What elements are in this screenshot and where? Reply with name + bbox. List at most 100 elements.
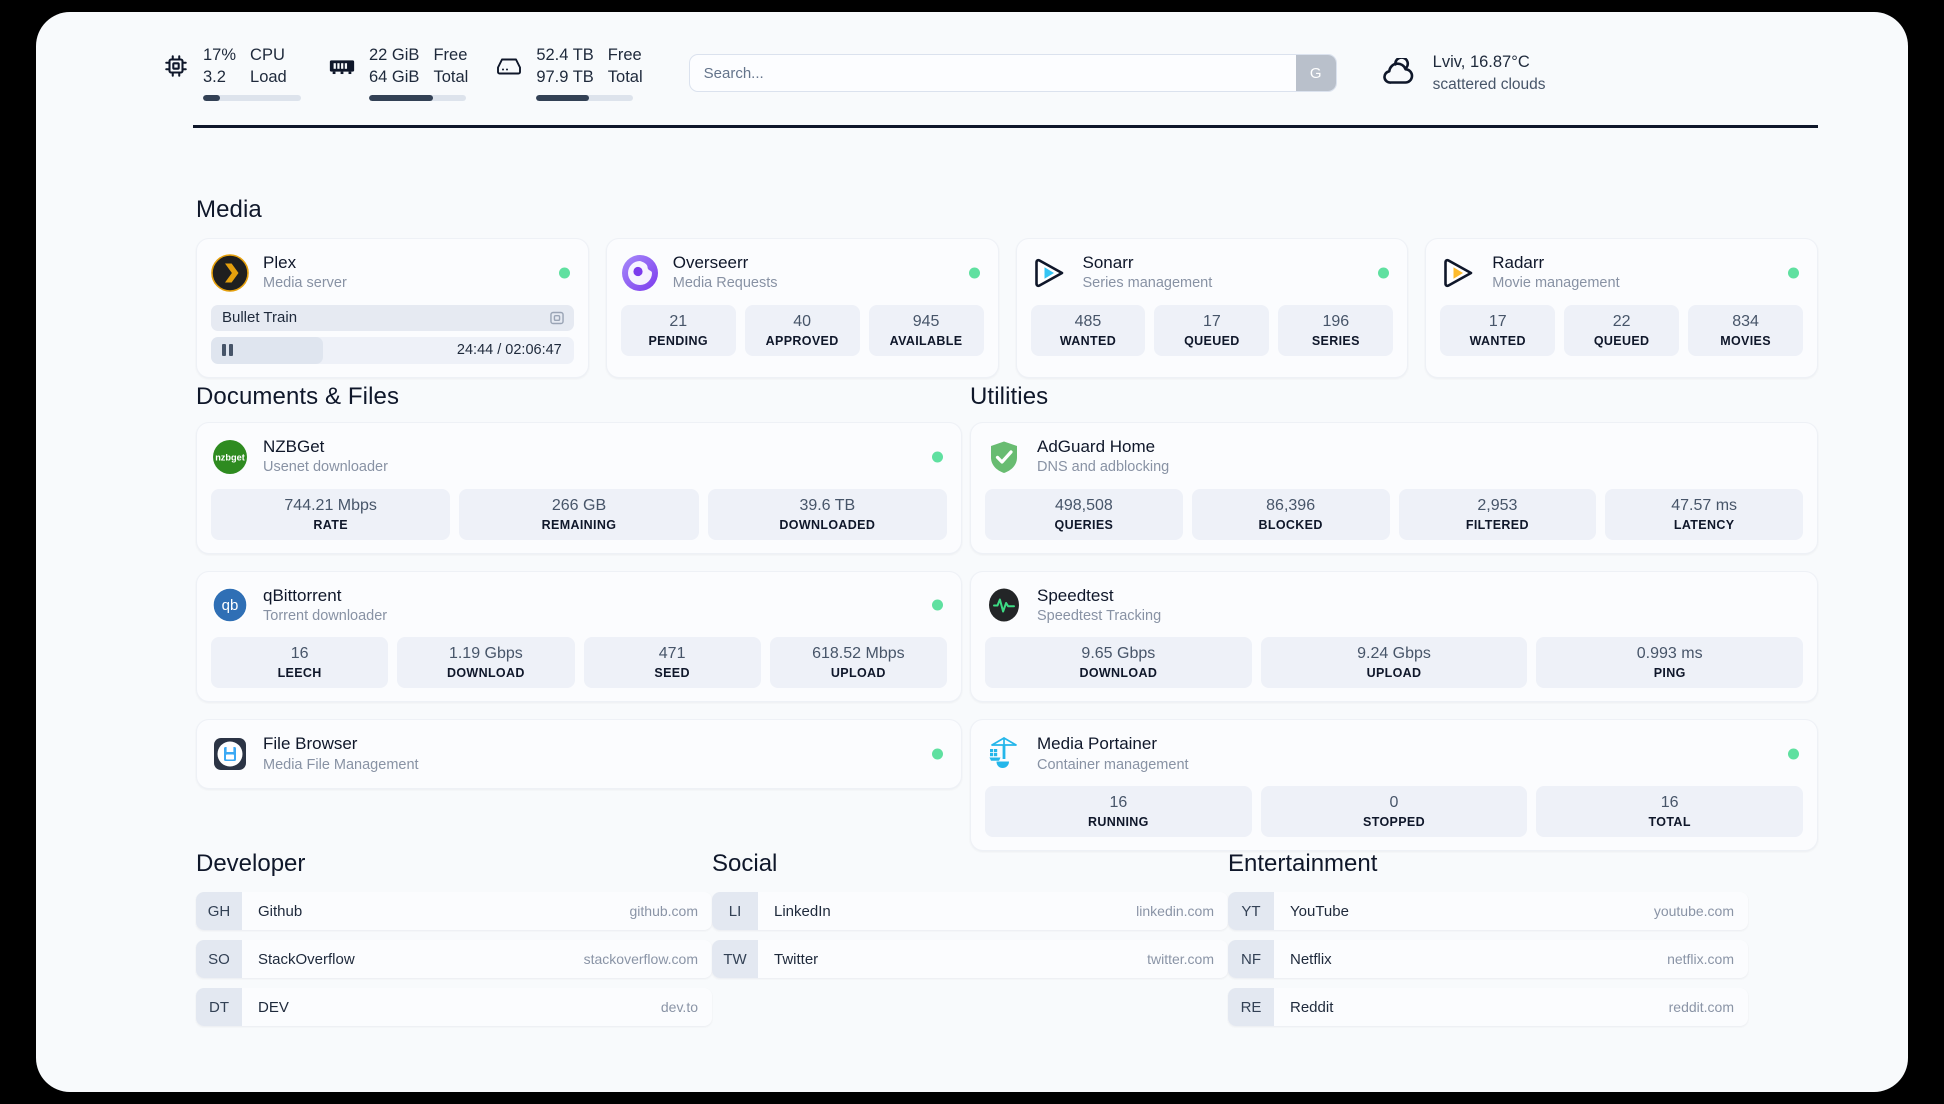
utilities-card-column: AdGuard Home DNS and adblocking 498,508 QUE… <box>970 422 1818 851</box>
stat-box-downloaded: 39.6 TB DOWNLOADED <box>707 488 947 540</box>
service-name: Media Portainer <box>1037 734 1158 754</box>
now-playing-title-row: Bullet Train <box>211 304 574 331</box>
bookmark-item[interactable]: TW Twitter twitter.com <box>712 940 1228 978</box>
stat-label: RATE <box>313 517 348 532</box>
stat-label: SEED <box>654 666 690 681</box>
stat-value: 945 <box>912 312 940 330</box>
stat-label: STOPPED <box>1363 814 1425 829</box>
now-playing-title: Bullet Train <box>222 309 298 327</box>
pause-icon[interactable] <box>222 344 233 357</box>
stat-value: 21 <box>669 312 688 330</box>
stat-label: UPLOAD <box>1366 666 1422 681</box>
service-subtitle: Media Requests <box>672 275 778 292</box>
status-badge <box>1788 267 1799 279</box>
service-stat-row: 16 LEECH 1.19 Gbps DOWNLOAD 471 SEED 618.52 Mb… <box>211 637 947 689</box>
service-card-media-portainer[interactable]: Media Portainer Container management 16 RUN… <box>970 719 1818 851</box>
stat-value: 39.6 TB <box>799 496 856 514</box>
stat-label: DOWNLOAD <box>1079 666 1158 681</box>
stat-value: 834 <box>1732 312 1759 330</box>
stat-value: 0 <box>1389 793 1399 811</box>
bookmark-group-title: Entertainment <box>1228 850 1378 877</box>
stat-label: SERIES <box>1311 333 1360 348</box>
service-card-qbittorrent[interactable]: qb qBittorrent Torrent downloader 16 LEECH 1.… <box>196 570 962 703</box>
service-stat-row: 21 PENDING 40 APPROVED 945 AVAILABLE <box>620 304 984 356</box>
bookmark-url: stackoverflow.com <box>583 951 698 967</box>
stat-value: 16 <box>1109 793 1128 811</box>
sonarr-logo <box>1031 254 1069 292</box>
status-badge <box>932 599 943 611</box>
bookmark-name: YouTube <box>1290 902 1349 920</box>
service-stat-row: 17 WANTED 22 QUEUED 834 MOVIES <box>1440 304 1804 356</box>
stat-value: 86,396 <box>1266 496 1316 514</box>
now-playing-progress[interactable]: 24:44 / 02:06:47 <box>211 336 574 364</box>
bookmark-item[interactable]: SO StackOverflow stackoverflow.com <box>196 940 712 978</box>
bookmark-name: Twitter <box>774 950 819 968</box>
search-input[interactable] <box>689 55 1296 91</box>
stat-label: PENDING <box>648 333 708 348</box>
search-engine-button[interactable]: G <box>1295 55 1336 91</box>
bookmark-item[interactable]: LI LinkedIn linkedin.com <box>712 892 1228 930</box>
service-name: File Browser <box>263 734 358 754</box>
service-subtitle: Series management <box>1082 275 1213 292</box>
stat-box-seed: 471 SEED <box>583 637 761 689</box>
stat-box-wanted: 17 WANTED <box>1440 304 1556 356</box>
stat-label: WANTED <box>1469 333 1526 348</box>
service-name: Radarr <box>1492 253 1545 272</box>
stat-value: 196 <box>1322 312 1350 330</box>
stat-value: 266 GB <box>551 496 607 514</box>
service-card-nzbget[interactable]: nzbget NZBGet Usenet downloader 744.21 Mbps… <box>196 422 962 554</box>
stat-box-total: 16 TOTAL <box>1536 785 1804 837</box>
bookmark-name: Reddit <box>1290 998 1334 1016</box>
service-card-file-browser[interactable]: File Browser Media File Management <box>196 719 962 789</box>
service-card-plex[interactable]: Plex Media server Bullet Train 24:44 / 02:… <box>196 238 589 378</box>
stat-label: DOWNLOAD <box>446 666 525 681</box>
stat-value: 16 <box>1660 793 1679 811</box>
service-card-speedtest[interactable]: Speedtest Speedtest Tracking 9.65 Gbps DOWN… <box>970 570 1818 703</box>
stat-value-2: 3.2 <box>203 68 226 86</box>
status-badge <box>1378 267 1390 279</box>
service-subtitle: Container management <box>1037 756 1189 773</box>
service-card-adguard-home[interactable]: AdGuard Home DNS and adblocking 498,508 QUE… <box>970 422 1818 554</box>
search-bar[interactable]: G <box>688 54 1337 92</box>
service-stat-row: 9.65 Gbps DOWNLOAD 9.24 Gbps UPLOAD 0.993 ms… <box>985 637 1804 689</box>
bookmark-item[interactable]: DT DEV dev.to <box>196 988 712 1026</box>
stat-label-2: Load <box>250 68 287 86</box>
speedtest-logo <box>985 586 1023 624</box>
bookmark-badge: LI <box>712 892 758 930</box>
service-card-overseerr[interactable]: Overseerr Media Requests 21 PENDING 40 APPROV… <box>605 238 999 378</box>
overseerr-logo <box>621 254 659 292</box>
stat-value: 0.993 ms <box>1636 645 1703 663</box>
svg-text:qb: qb <box>222 597 239 614</box>
bookmark-item[interactable]: RE Reddit reddit.com <box>1228 988 1748 1026</box>
stat-value-1: 17% <box>203 46 237 65</box>
stat-label-2: Total <box>607 68 643 86</box>
bookmark-item[interactable]: YT YouTube youtube.com <box>1228 892 1748 930</box>
stat-label: MOVIES <box>1720 333 1771 348</box>
bookmark-name: DEV <box>258 998 289 1016</box>
service-subtitle: Torrent downloader <box>263 608 388 624</box>
bookmark-item[interactable]: NF Netflix netflix.com <box>1228 940 1748 978</box>
stat-label-1: CPU <box>250 46 285 65</box>
stat-box-download: 9.65 Gbps DOWNLOAD <box>985 637 1252 689</box>
stat-box-ping: 0.993 ms PING <box>1536 637 1804 689</box>
bookmark-url: linkedin.com <box>1136 903 1214 919</box>
media-card-grid: Plex Media server Bullet Train 24:44 / 02:… <box>196 238 1818 378</box>
service-name: Sonarr <box>1082 253 1134 272</box>
service-name: NZBGet <box>263 437 325 456</box>
bookmark-item[interactable]: GH Github github.com <box>196 892 712 930</box>
dashboard-page: 17% 3.2 CPU Load 22 GiB 64 GiB Free Total 52.4… <box>36 12 1908 1092</box>
stat-box-leech: 16 LEECH <box>211 637 389 689</box>
service-card-radarr[interactable]: Radarr Movie management 17 WANTED 22 QUEUED 83… <box>1425 238 1818 378</box>
stat-label: WANTED <box>1059 333 1117 348</box>
bookmark-badge: YT <box>1228 892 1274 930</box>
stat-label: TOTAL <box>1648 814 1691 829</box>
service-card-sonarr[interactable]: Sonarr Series management 485 WANTED 17 QUEUED… <box>1015 238 1409 378</box>
svg-text:nzbget: nzbget <box>215 452 245 462</box>
stat-progress-bar <box>203 94 301 101</box>
stat-value: 16 <box>290 645 309 663</box>
bookmark-name: Github <box>258 902 303 920</box>
filebrowser-logo <box>211 735 249 773</box>
stat-value: 485 <box>1074 312 1102 330</box>
bookmark-name: StackOverflow <box>258 950 355 968</box>
stat-label: LEECH <box>277 666 322 681</box>
